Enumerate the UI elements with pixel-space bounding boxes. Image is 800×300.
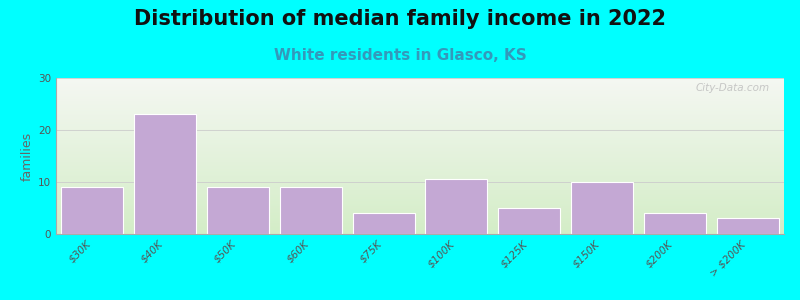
Bar: [426, 179, 487, 234]
Bar: [571, 182, 633, 234]
Bar: [134, 114, 196, 234]
Bar: [207, 187, 269, 234]
Text: City-Data.com: City-Data.com: [695, 83, 770, 93]
Y-axis label: families: families: [21, 131, 34, 181]
Bar: [353, 213, 414, 234]
Text: Distribution of median family income in 2022: Distribution of median family income in …: [134, 9, 666, 29]
Text: White residents in Glasco, KS: White residents in Glasco, KS: [274, 48, 526, 63]
Bar: [717, 218, 778, 234]
Bar: [62, 187, 123, 234]
Bar: [280, 187, 342, 234]
Bar: [644, 213, 706, 234]
Bar: [498, 208, 560, 234]
